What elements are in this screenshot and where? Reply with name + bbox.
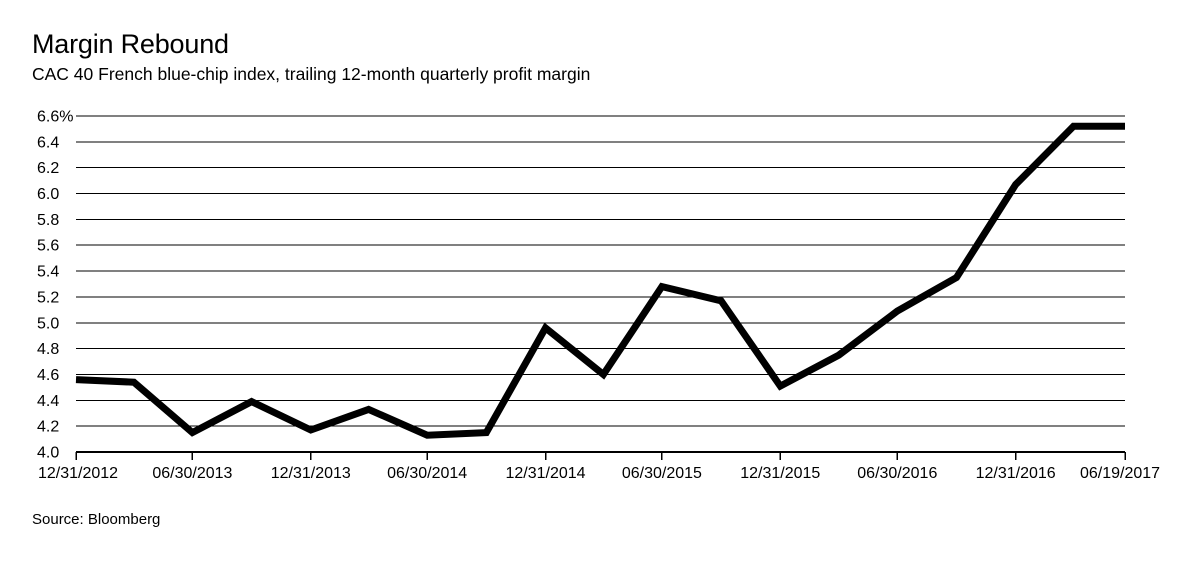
- y-tick-label: 5.4: [37, 264, 59, 281]
- y-tick-label: 4.8: [37, 341, 59, 358]
- x-tick-label: 06/30/2016: [857, 465, 937, 482]
- chart-subtitle: CAC 40 French blue-chip index, trailing …: [32, 64, 591, 84]
- x-tick-label: 12/31/2016: [976, 465, 1056, 482]
- series-layer: [75, 122, 1126, 439]
- chart-title: Margin Rebound: [32, 29, 229, 59]
- series-line: [75, 122, 1125, 439]
- y-tick-label: 5.8: [37, 212, 59, 229]
- x-tick-label: 12/31/2015: [740, 465, 820, 482]
- y-tick-label: 4.6: [37, 367, 59, 384]
- y-tick-label: 6.6%: [37, 109, 73, 126]
- x-tick-label: 12/31/2014: [505, 465, 585, 482]
- x-axis-ticks: 12/31/2012 06/30/2013 12/31/2013 06/30/2014…: [38, 452, 1160, 482]
- x-tick-label: 06/19/2017: [1080, 465, 1160, 482]
- y-tick-label: 4.4: [37, 393, 59, 410]
- source-note: Source: Bloomberg: [32, 511, 161, 528]
- y-tick-label: 5.0: [37, 315, 59, 332]
- x-tick-label: 06/30/2015: [622, 465, 702, 482]
- x-tick-label: 06/30/2013: [152, 465, 232, 482]
- y-tick-label: 4.0: [37, 445, 59, 462]
- x-tick-label: 12/31/2012: [38, 465, 118, 482]
- y-tick-label: 6.0: [37, 186, 59, 203]
- y-axis-ticks: 4.0 4.2 4.4 4.6 4.8 5.0 5.2 5.4 5.6 5.8 6.0 6.2 6.4 6…: [37, 109, 73, 462]
- y-tick-label: 6.4: [37, 134, 59, 151]
- x-tick-label: 12/31/2013: [271, 465, 351, 482]
- y-tick-label: 6.2: [37, 160, 59, 177]
- gridlines: [76, 115, 1125, 453]
- y-tick-label: 4.2: [37, 419, 59, 436]
- y-tick-label: 5.6: [37, 238, 59, 255]
- x-tick-label: 06/30/2014: [387, 465, 467, 482]
- y-tick-label: 5.2: [37, 289, 59, 306]
